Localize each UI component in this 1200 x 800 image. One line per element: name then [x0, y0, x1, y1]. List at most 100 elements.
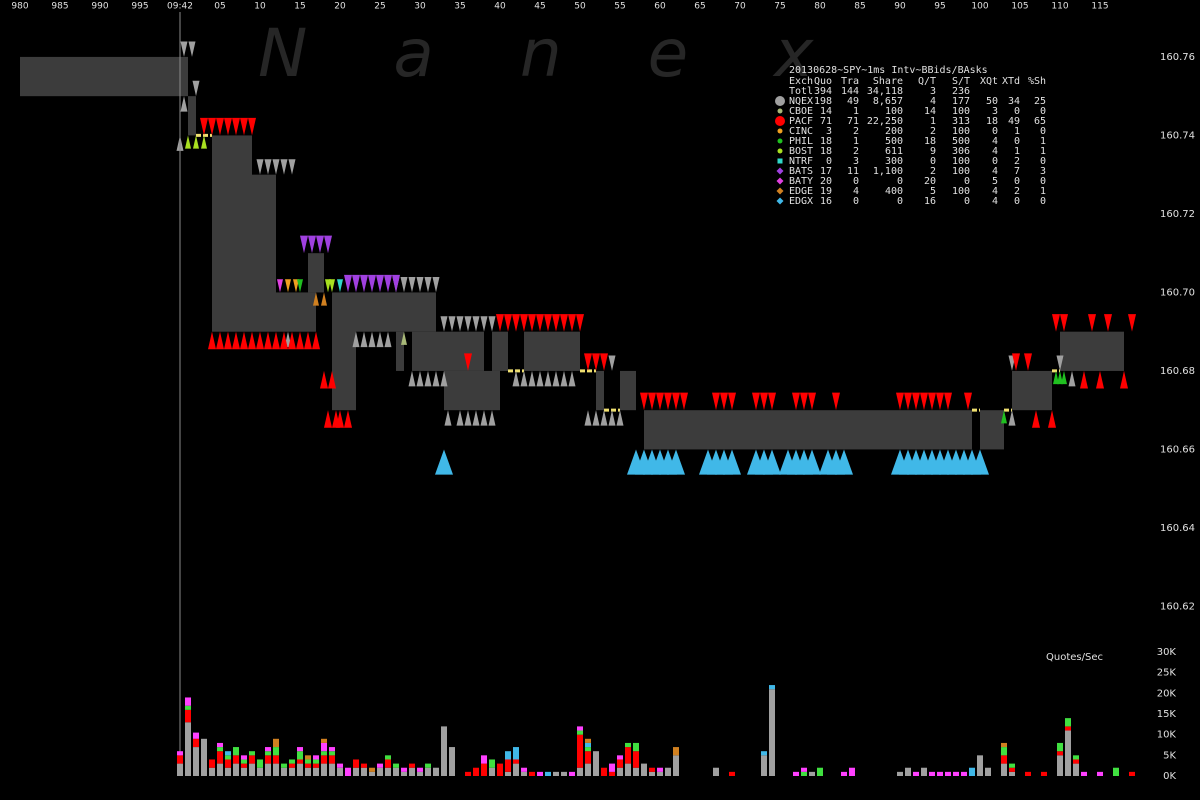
ask-marker [904, 392, 912, 411]
ask-marker [1024, 353, 1032, 371]
ask-marker [1056, 355, 1064, 371]
volume-bar [425, 763, 431, 768]
volume-bar [801, 767, 807, 772]
bid-marker [185, 135, 191, 149]
spread-box [20, 56, 188, 97]
volume-bar [313, 759, 319, 764]
ask-marker [576, 314, 584, 332]
volume-bar [1009, 767, 1015, 772]
y-tick-label: 160.72 [1160, 209, 1195, 220]
volume-bar [241, 763, 247, 768]
volume-bar [329, 763, 335, 776]
volume-bar [729, 771, 735, 776]
table-cell: Totl [789, 86, 813, 97]
ask-marker [964, 392, 972, 411]
ask-marker [337, 279, 343, 293]
ask-marker [344, 274, 352, 293]
ask-marker [192, 80, 200, 97]
volume-bar [193, 738, 199, 748]
ask-marker [832, 392, 840, 411]
bid-marker [240, 331, 248, 350]
volume-bar [657, 767, 663, 772]
volume-bar [329, 755, 335, 764]
exchange-name: PACF [789, 116, 813, 127]
table-cell: 0 [964, 176, 970, 187]
spread-box [412, 331, 484, 371]
bid-marker [352, 331, 360, 348]
bid-marker [408, 370, 416, 387]
ask-marker [316, 235, 324, 254]
spread-box [492, 331, 508, 371]
ask-marker [592, 353, 600, 371]
table-cell: 18 [820, 146, 832, 157]
x-tick-label: 990 [91, 2, 108, 12]
volume-bar [305, 767, 311, 776]
bid-marker [456, 410, 464, 426]
volume-bar [897, 771, 903, 776]
ask-marker [920, 392, 928, 411]
volume-bar [769, 689, 775, 776]
ask-marker [272, 159, 280, 175]
volume-bar [377, 763, 383, 768]
exchange-name: NTRF [789, 156, 813, 167]
ask-marker [752, 392, 760, 411]
volume-bar [217, 751, 223, 764]
volume-bar [409, 763, 415, 768]
ask-marker [208, 117, 216, 136]
x-tick-label: 55 [614, 2, 625, 12]
bid-marker [723, 449, 741, 475]
ask-marker [400, 277, 408, 293]
volume-bar [265, 747, 271, 752]
x-tick-label: 985 [51, 2, 68, 12]
spread-box [356, 292, 436, 332]
volume-bar [193, 732, 199, 739]
volume-bar [249, 763, 255, 776]
volume-bar [673, 755, 679, 776]
bid-marker [480, 410, 488, 426]
table-cell: 0 [897, 196, 903, 207]
table-cell: 19 [820, 186, 832, 197]
x-tick-label: 45 [534, 2, 545, 12]
table-cell: 49 [847, 96, 859, 107]
table-cell: 100 [952, 126, 970, 137]
ask-marker [224, 117, 232, 136]
bid-marker [224, 331, 232, 350]
exchange-name: BATS [789, 166, 813, 177]
table-cell: 14 [924, 106, 936, 117]
volume-bar [1057, 755, 1063, 776]
volume-bar [321, 755, 327, 764]
y-tick-label: 160.74 [1160, 130, 1195, 141]
volume-bar [849, 767, 855, 776]
ask-marker [800, 392, 808, 411]
volume-bar [585, 738, 591, 743]
ask-marker [520, 314, 528, 332]
volume-bar [513, 763, 519, 776]
spread-box [276, 292, 316, 332]
bid-marker [667, 449, 685, 475]
volume-bar [361, 767, 367, 776]
x-tick-label: 25 [374, 2, 385, 12]
ask-marker [728, 392, 736, 411]
table-cell: 177 [952, 96, 970, 107]
bid-marker [1096, 370, 1104, 389]
spread-box [188, 96, 196, 136]
bid-marker [528, 370, 536, 387]
table-header: Quo [814, 76, 832, 87]
bid-marker [324, 410, 332, 428]
y-tick-label: 15K [1157, 709, 1177, 720]
bid-marker [320, 370, 328, 389]
volume-title: Quotes/Sec [1046, 652, 1103, 663]
table-cell: 2 [853, 126, 859, 137]
volume-bar [329, 751, 335, 756]
volume-bar [529, 771, 535, 776]
y-tick-label: 160.76 [1160, 52, 1195, 63]
volume-bar [1001, 742, 1007, 748]
x-tick-label: 15 [294, 2, 305, 12]
volume-bar [1001, 763, 1007, 776]
table-cell: 0 [1014, 106, 1020, 117]
volume-bar [465, 771, 471, 776]
volume-bar [505, 759, 511, 772]
y-tick-label: 160.70 [1160, 287, 1195, 298]
volume-bar [1129, 771, 1135, 776]
table-cell: 49 [1008, 116, 1020, 127]
